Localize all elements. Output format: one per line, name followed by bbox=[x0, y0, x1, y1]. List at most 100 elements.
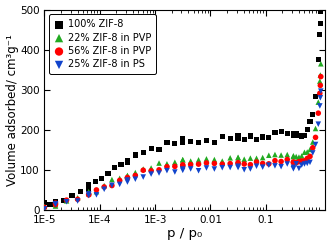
56% ZIF-8 in PVP bbox=[242, 162, 247, 166]
100% ZIF-8 bbox=[296, 134, 302, 138]
56% ZIF-8 in PVP bbox=[188, 163, 193, 167]
100% ZIF-8 bbox=[125, 161, 130, 165]
25% ZIF-8 in PS bbox=[254, 164, 259, 168]
100% ZIF-8 bbox=[305, 128, 310, 132]
22% ZIF-8 in PVP bbox=[248, 156, 253, 160]
100% ZIF-8 bbox=[118, 163, 123, 167]
100% ZIF-8 bbox=[313, 95, 318, 99]
100% ZIF-8 bbox=[272, 130, 278, 134]
100% ZIF-8 bbox=[172, 141, 177, 145]
56% ZIF-8 in PVP bbox=[307, 154, 313, 158]
56% ZIF-8 in PVP bbox=[212, 161, 217, 165]
56% ZIF-8 in PVP bbox=[291, 160, 296, 164]
56% ZIF-8 in PVP bbox=[125, 176, 130, 180]
100% ZIF-8 bbox=[219, 135, 225, 139]
56% ZIF-8 in PVP bbox=[172, 164, 177, 168]
22% ZIF-8 in PVP bbox=[180, 158, 185, 162]
25% ZIF-8 in PS bbox=[310, 151, 315, 155]
22% ZIF-8 in PVP bbox=[212, 158, 217, 162]
56% ZIF-8 in PVP bbox=[313, 135, 318, 139]
22% ZIF-8 in PVP bbox=[180, 158, 185, 162]
22% ZIF-8 in PVP bbox=[316, 100, 321, 104]
100% ZIF-8 bbox=[188, 139, 193, 143]
100% ZIF-8 bbox=[180, 137, 185, 141]
22% ZIF-8 in PVP bbox=[317, 79, 322, 83]
25% ZIF-8 in PS bbox=[109, 183, 115, 187]
100% ZIF-8 bbox=[285, 132, 290, 136]
100% ZIF-8 bbox=[204, 138, 209, 142]
100% ZIF-8 bbox=[307, 119, 313, 123]
100% ZIF-8 bbox=[291, 133, 296, 137]
56% ZIF-8 in PVP bbox=[285, 157, 290, 161]
X-axis label: p / p₀: p / p₀ bbox=[167, 228, 203, 240]
25% ZIF-8 in PS bbox=[248, 167, 253, 171]
100% ZIF-8 bbox=[235, 134, 241, 138]
100% ZIF-8 bbox=[47, 202, 53, 206]
56% ZIF-8 in PVP bbox=[133, 173, 138, 177]
22% ZIF-8 in PVP bbox=[196, 158, 201, 162]
25% ZIF-8 in PS bbox=[204, 166, 209, 170]
56% ZIF-8 in PVP bbox=[291, 161, 296, 165]
22% ZIF-8 in PVP bbox=[285, 153, 290, 156]
25% ZIF-8 in PS bbox=[307, 160, 313, 164]
56% ZIF-8 in PVP bbox=[235, 162, 241, 166]
56% ZIF-8 in PVP bbox=[248, 163, 253, 167]
100% ZIF-8 bbox=[133, 153, 138, 157]
100% ZIF-8 bbox=[125, 159, 130, 163]
25% ZIF-8 in PS bbox=[272, 164, 278, 168]
25% ZIF-8 in PS bbox=[125, 178, 130, 182]
56% ZIF-8 in PVP bbox=[235, 161, 241, 165]
22% ZIF-8 in PVP bbox=[125, 174, 130, 178]
Y-axis label: Volume adsorbed/ cm³g⁻¹: Volume adsorbed/ cm³g⁻¹ bbox=[6, 34, 19, 186]
25% ZIF-8 in PS bbox=[64, 200, 69, 204]
56% ZIF-8 in PVP bbox=[94, 188, 99, 192]
56% ZIF-8 in PVP bbox=[272, 159, 278, 163]
56% ZIF-8 in PVP bbox=[266, 162, 271, 166]
25% ZIF-8 in PS bbox=[296, 167, 302, 170]
56% ZIF-8 in PVP bbox=[75, 197, 80, 201]
100% ZIF-8 bbox=[278, 129, 284, 133]
56% ZIF-8 in PVP bbox=[204, 161, 209, 165]
22% ZIF-8 in PVP bbox=[164, 162, 169, 166]
56% ZIF-8 in PVP bbox=[156, 168, 162, 172]
100% ZIF-8 bbox=[53, 200, 58, 203]
56% ZIF-8 in PVP bbox=[310, 146, 315, 150]
56% ZIF-8 in PVP bbox=[196, 162, 201, 166]
25% ZIF-8 in PS bbox=[285, 162, 290, 166]
25% ZIF-8 in PS bbox=[291, 167, 296, 171]
100% ZIF-8 bbox=[212, 141, 217, 145]
25% ZIF-8 in PS bbox=[235, 166, 241, 169]
22% ZIF-8 in PVP bbox=[278, 153, 284, 157]
22% ZIF-8 in PVP bbox=[307, 148, 313, 152]
56% ZIF-8 in PVP bbox=[317, 91, 322, 95]
56% ZIF-8 in PVP bbox=[109, 184, 115, 187]
56% ZIF-8 in PVP bbox=[254, 160, 259, 164]
56% ZIF-8 in PVP bbox=[64, 198, 69, 202]
100% ZIF-8 bbox=[78, 189, 83, 193]
25% ZIF-8 in PS bbox=[291, 165, 296, 169]
25% ZIF-8 in PS bbox=[53, 202, 58, 206]
25% ZIF-8 in PS bbox=[196, 169, 201, 173]
56% ZIF-8 in PVP bbox=[278, 160, 284, 164]
22% ZIF-8 in PVP bbox=[242, 157, 247, 161]
56% ZIF-8 in PVP bbox=[164, 165, 169, 169]
25% ZIF-8 in PS bbox=[125, 180, 130, 184]
100% ZIF-8 bbox=[318, 22, 323, 26]
25% ZIF-8 in PS bbox=[117, 183, 122, 186]
25% ZIF-8 in PS bbox=[212, 167, 217, 171]
56% ZIF-8 in PVP bbox=[305, 156, 310, 160]
100% ZIF-8 bbox=[242, 138, 247, 142]
25% ZIF-8 in PS bbox=[86, 192, 91, 196]
22% ZIF-8 in PVP bbox=[310, 140, 315, 144]
22% ZIF-8 in PVP bbox=[254, 156, 259, 160]
25% ZIF-8 in PS bbox=[53, 202, 58, 206]
56% ZIF-8 in PVP bbox=[219, 162, 225, 166]
100% ZIF-8 bbox=[180, 141, 185, 145]
56% ZIF-8 in PVP bbox=[318, 75, 323, 78]
25% ZIF-8 in PS bbox=[141, 175, 146, 179]
56% ZIF-8 in PVP bbox=[86, 192, 91, 196]
56% ZIF-8 in PVP bbox=[42, 205, 47, 209]
22% ZIF-8 in PVP bbox=[149, 166, 154, 170]
100% ZIF-8 bbox=[156, 147, 162, 151]
56% ZIF-8 in PVP bbox=[125, 175, 130, 179]
